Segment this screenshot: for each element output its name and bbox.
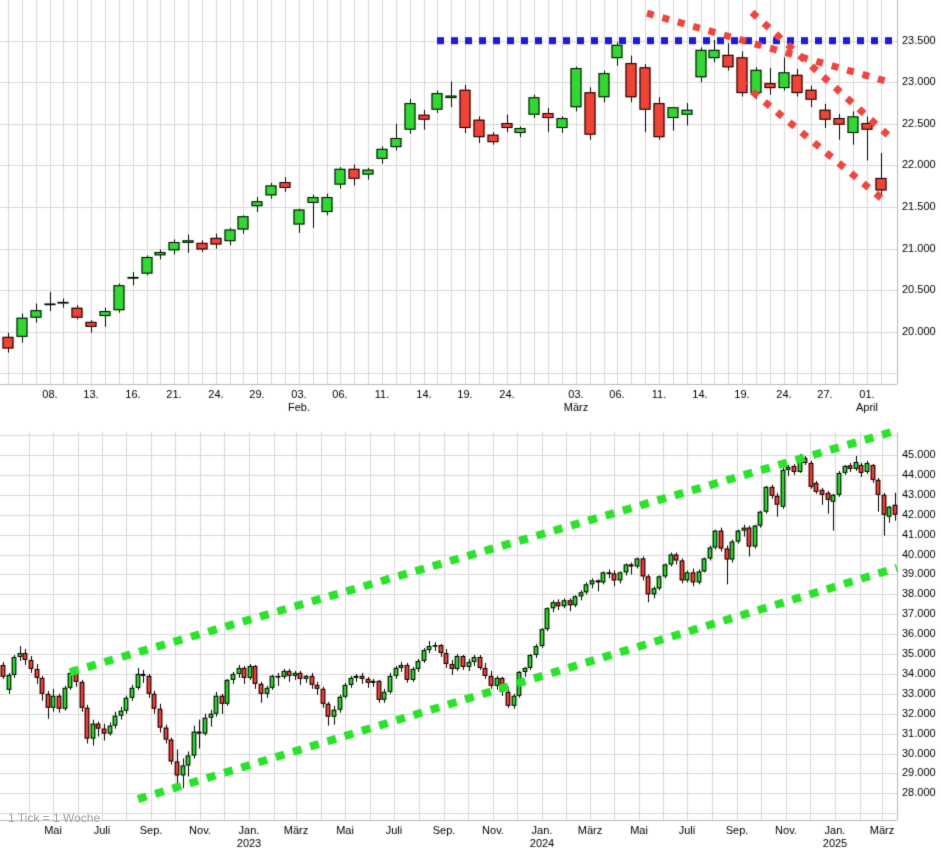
tick-interval-footnote: 1 Tick = 1 Woche xyxy=(8,811,101,825)
